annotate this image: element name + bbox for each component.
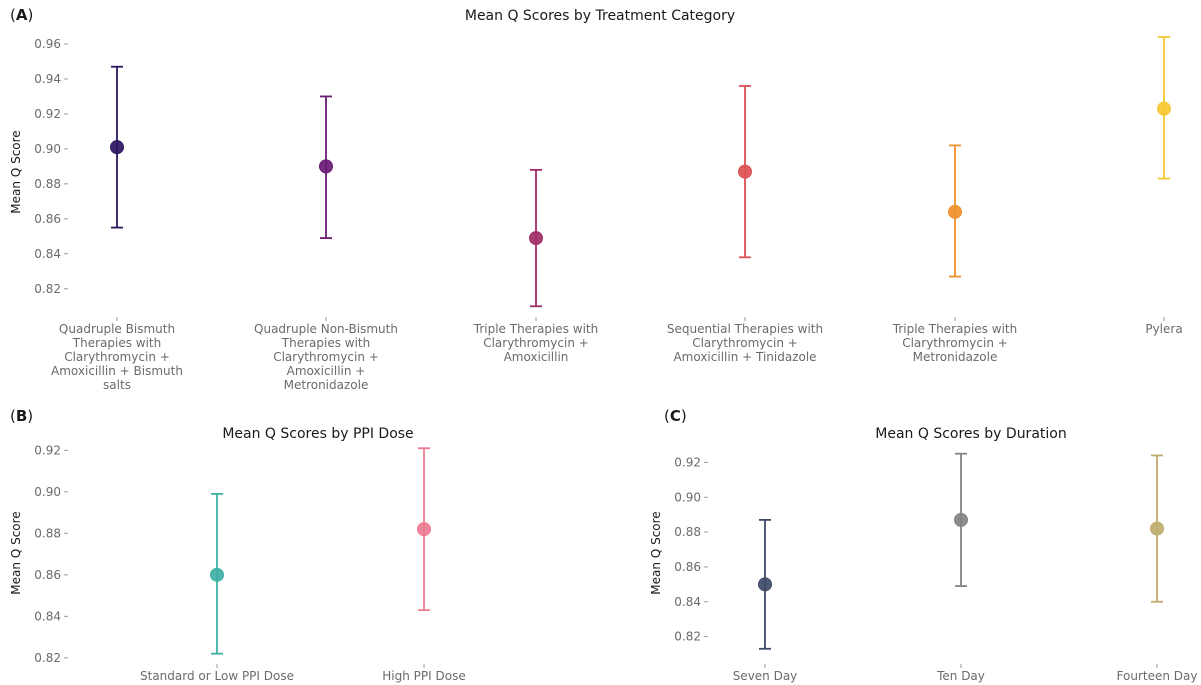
panel-b-title: Mean Q Scores by PPI Dose bbox=[222, 426, 413, 442]
panel-c-letter: C bbox=[670, 407, 681, 425]
panel-a-mean-point bbox=[110, 140, 124, 155]
panel-a-x-tick-line: Clarythromycin + bbox=[692, 336, 798, 350]
panel-c-y-tick-label: 0.86 bbox=[674, 560, 701, 574]
panel-c-y-tick-label: 0.84 bbox=[674, 595, 701, 609]
panel-b-y-tick-label: 0.86 bbox=[34, 568, 61, 582]
panel-a-x-tick-line: Triple Therapies with bbox=[473, 322, 598, 336]
panel-c-mean-point bbox=[758, 577, 772, 592]
panel-b-label: (B) bbox=[10, 407, 33, 425]
panel-b-x-tick-label: High PPI Dose bbox=[382, 669, 465, 683]
panel-c-x-tick-label: Ten Day bbox=[936, 669, 985, 683]
panel-b-y-tick-label: 0.92 bbox=[34, 443, 61, 457]
panel-a-y-tick-label: 0.94 bbox=[34, 72, 61, 86]
panel-a-x-tick-line: Quadruple Bismuth bbox=[59, 322, 175, 336]
panel-a-x-tick-line: Amoxicillin + Bismuth bbox=[51, 364, 183, 378]
panel-a-x-tick-line: Clarythromycin + bbox=[902, 336, 1008, 350]
panel-b-y-axis-label: Mean Q Score bbox=[9, 511, 23, 594]
panel-c-x-tick-label: Seven Day bbox=[733, 669, 798, 683]
panel-b-y-tick-label: 0.90 bbox=[34, 485, 61, 499]
panel-a-mean-point bbox=[1157, 101, 1171, 116]
panel-a-x-tick-line: Clarythromycin + bbox=[273, 350, 379, 364]
panel-c-y-tick-label: 0.88 bbox=[674, 525, 701, 539]
panel-c-marks bbox=[758, 452, 1164, 650]
panel-a-x-tick-line: Clarythromycin + bbox=[64, 350, 170, 364]
panel-a-x-tick-line: Therapies with bbox=[72, 336, 161, 350]
panel-a-x-tick-line: Amoxicillin bbox=[504, 350, 569, 364]
panel-a-y-tick-label: 0.82 bbox=[34, 282, 61, 296]
panel-a-x-tick-line: Quadruple Non-Bismuth bbox=[254, 322, 398, 336]
panel-b-y-tick-label: 0.84 bbox=[34, 609, 61, 623]
panel-a-x-tick-label: Sequential Therapies with Clarythromycin … bbox=[667, 322, 823, 364]
panel-a-mean-point bbox=[948, 204, 962, 219]
panel-a-x-tick-line: Therapies with bbox=[281, 336, 370, 350]
panel-a-x-tick-line: Metronidazole bbox=[913, 350, 998, 364]
panel-c-x-tick-line: Fourteen Day bbox=[1117, 669, 1198, 683]
panel-c-x-tick-label: Fourteen Day bbox=[1117, 669, 1198, 683]
panel-b-marks bbox=[210, 447, 431, 655]
panel-a-y-tick-label: 0.92 bbox=[34, 107, 61, 121]
panel-a-letter: A bbox=[16, 6, 28, 24]
panel-a: (A) Mean Q Scores by Treatment Category … bbox=[9, 6, 1183, 392]
panel-b-x-tick-label: Standard or Low PPI Dose bbox=[140, 669, 294, 683]
panel-c-y-tick-label: 0.90 bbox=[674, 490, 701, 504]
panel-a-y-tick-label: 0.84 bbox=[34, 247, 61, 261]
panel-a-mean-point bbox=[319, 159, 333, 174]
panel-a-title: Mean Q Scores by Treatment Category bbox=[465, 8, 735, 24]
panel-c-y-ticks: 0.82 0.84 0.86 0.88 0.90 0.92 bbox=[674, 455, 708, 644]
panel-a-y-axis-label: Mean Q Score bbox=[9, 130, 23, 213]
panel-a-mean-point bbox=[529, 231, 543, 246]
panel-b-y-tick-label: 0.88 bbox=[34, 526, 61, 540]
panel-a-x-tick-line: Triple Therapies with bbox=[892, 322, 1017, 336]
panel-a-x-tick-line: salts bbox=[103, 378, 131, 392]
panel-a-y-tick-label: 0.88 bbox=[34, 177, 61, 191]
panel-c-x-ticks: Seven Day Ten Day Fourteen Day bbox=[733, 664, 1198, 683]
panel-c-y-axis-label: Mean Q Score bbox=[649, 511, 663, 594]
panel-c-x-tick-line: Seven Day bbox=[733, 669, 798, 683]
panel-a-x-tick-line: Metronidazole bbox=[284, 378, 369, 392]
panel-a-x-tick-label: Quadruple Bismuth Therapies with Clarythro… bbox=[51, 322, 183, 392]
panel-c-mean-point bbox=[954, 512, 968, 527]
panel-c-label: (C) bbox=[664, 407, 687, 425]
panel-b-mean-point bbox=[210, 567, 224, 582]
panel-b-letter: B bbox=[16, 407, 27, 425]
panel-c-mean-point bbox=[1150, 521, 1164, 536]
panel-a-y-tick-label: 0.90 bbox=[34, 142, 61, 156]
panel-b: (B) Mean Q Scores by PPI Dose Mean Q Sco… bbox=[9, 407, 466, 683]
panel-a-x-tick-label: Triple Therapies with Clarythromycin + Amo… bbox=[473, 322, 598, 364]
panel-a-label: (A) bbox=[10, 6, 33, 24]
panel-c-y-tick-label: 0.92 bbox=[674, 455, 701, 469]
panel-b-y-ticks: 0.82 0.84 0.86 0.88 0.90 0.92 bbox=[34, 443, 68, 665]
panel-b-x-tick-line: High PPI Dose bbox=[382, 669, 465, 683]
panel-b-x-ticks: Standard or Low PPI Dose High PPI Dose bbox=[140, 664, 466, 683]
panel-a-y-tick-label: 0.96 bbox=[34, 37, 61, 51]
panel-c-y-tick-label: 0.82 bbox=[674, 630, 701, 644]
panel-a-x-tick-label: Pylera bbox=[1145, 322, 1182, 336]
panel-a-x-tick-line: Pylera bbox=[1145, 322, 1182, 336]
panel-b-mean-point bbox=[417, 522, 431, 537]
panel-b-x-tick-line: Standard or Low PPI Dose bbox=[140, 669, 294, 683]
panel-a-x-tick-line: Clarythromycin + bbox=[483, 336, 589, 350]
panel-a-x-tick-line: Sequential Therapies with bbox=[667, 322, 823, 336]
panel-c-title: Mean Q Scores by Duration bbox=[875, 426, 1066, 442]
panel-a-x-tick-label: Quadruple Non-Bismuth Therapies with Clary… bbox=[254, 322, 398, 392]
panel-a-marks bbox=[110, 36, 1171, 308]
panel-a-x-tick-line: Amoxicillin + bbox=[287, 364, 366, 378]
panel-b-y-tick-label: 0.82 bbox=[34, 651, 61, 665]
panel-a-y-ticks: 0.82 0.84 0.86 0.88 0.90 0.92 0.94 0.96 bbox=[34, 37, 68, 296]
panel-a-x-tick-label: Triple Therapies with Clarythromycin + Met… bbox=[892, 322, 1017, 364]
panel-a-x-ticks: Quadruple Bismuth Therapies with Clarythro… bbox=[51, 317, 1183, 392]
panel-a-y-tick-label: 0.86 bbox=[34, 212, 61, 226]
panel-c: (C) Mean Q Scores by Duration Mean Q Sco… bbox=[649, 407, 1197, 683]
panel-a-x-tick-line: Amoxicillin + Tinidazole bbox=[673, 350, 816, 364]
panel-c-x-tick-line: Ten Day bbox=[936, 669, 985, 683]
panel-a-mean-point bbox=[738, 164, 752, 179]
